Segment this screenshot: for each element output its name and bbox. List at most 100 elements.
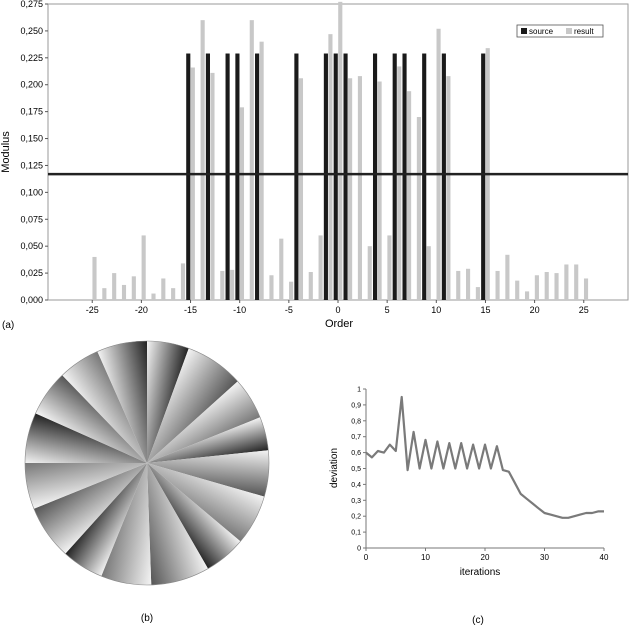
- x-tick-label: 0: [335, 305, 340, 315]
- y-tick-label: 1: [357, 387, 361, 394]
- result-bar: [475, 287, 480, 300]
- y-tick-label: 0,150: [20, 134, 43, 144]
- pie-segment: [147, 463, 208, 585]
- panel-b: (b): [24, 340, 270, 624]
- panel-c-y-axis-label: deviation: [329, 448, 340, 488]
- source-bar: [225, 53, 230, 300]
- y-tick-label: 0,9: [351, 402, 361, 409]
- result-bar: [377, 81, 382, 300]
- result-bar: [544, 272, 549, 300]
- panel-c: 00,10,20,30,40,50,60,70,80,910 10 20 30 40 d…: [329, 387, 609, 627]
- pie-segment: [25, 413, 147, 463]
- result-bar: [338, 1, 343, 301]
- legend-label-source: source: [529, 27, 554, 36]
- source-bar: [205, 53, 210, 300]
- pie-segment: [65, 463, 147, 577]
- pie-segment: [147, 463, 241, 569]
- result-bar: [308, 272, 313, 300]
- panel-c-axes: 00,10,20,30,40,50,60,70,80,910 10 20 30 40: [351, 387, 609, 563]
- source-bar: [343, 53, 348, 300]
- x-tick-label: -5: [285, 305, 293, 315]
- deviation-line: [365, 395, 604, 519]
- y-tick-label: 0,8: [351, 418, 361, 425]
- legend-swatch-result: [566, 28, 572, 34]
- legend-box: [516, 24, 604, 38]
- pie-segment: [147, 381, 261, 463]
- panel-c-label: (c): [472, 615, 484, 626]
- source-bar: [333, 53, 338, 300]
- pie-segment: [33, 463, 147, 554]
- x-tick-label: 0: [364, 553, 369, 562]
- result-bar: [171, 288, 176, 300]
- pie-segment: [25, 463, 147, 509]
- phase-pie: [24, 340, 270, 586]
- result-bar: [249, 20, 254, 301]
- y-tick-label: 0,025: [20, 268, 43, 278]
- y-tick-label: 0: [357, 546, 361, 553]
- x-tick-label: -10: [233, 305, 246, 315]
- panel-b-label: (b): [141, 613, 153, 624]
- result-bar: [564, 264, 569, 300]
- y-tick-label: 0,1: [351, 530, 361, 537]
- result-bar: [112, 273, 117, 300]
- x-tick-label: 20: [530, 305, 540, 315]
- y-tick-label: 0,5: [351, 466, 361, 473]
- y-tick-label: 0,275: [20, 0, 43, 9]
- legend: source result: [516, 24, 604, 38]
- y-tick-label: 0,4: [351, 482, 361, 489]
- source-bar: [402, 53, 407, 300]
- x-tick-label: 15: [480, 305, 490, 315]
- result-bar: [220, 270, 225, 300]
- pie-segment: [147, 463, 265, 542]
- x-tick-label: 40: [600, 553, 609, 562]
- panel-a-y-ticks: 0,000 0,025 0,050 0,075 0,100 0,125 0,150 0,175…: [20, 0, 48, 305]
- result-bar: [121, 284, 127, 300]
- x-tick-label: 25: [579, 305, 589, 315]
- result-bar: [131, 276, 136, 300]
- pie-segment: [147, 341, 189, 463]
- result-bar: [180, 263, 186, 300]
- y-tick-label: 0,100: [20, 187, 43, 197]
- result-bar: [259, 41, 264, 300]
- result-bar: [92, 256, 97, 300]
- pie-segment: [101, 463, 152, 585]
- legend-label-result: result: [574, 27, 594, 36]
- result-bar: [348, 78, 353, 300]
- panel-c-x-axis-label: iterations: [460, 567, 501, 578]
- y-tick-label: 0,6: [351, 450, 361, 457]
- legend-swatch-source: [521, 28, 527, 34]
- source-bar: [481, 53, 486, 300]
- result-bar: [269, 275, 274, 300]
- y-tick-label: 0,175: [20, 107, 43, 117]
- result-bar: [524, 291, 530, 300]
- pie-segment: [35, 375, 147, 463]
- result-bar: [397, 66, 402, 300]
- result-bar: [190, 67, 195, 300]
- result-bar: [328, 34, 333, 300]
- x-tick-label: 5: [385, 305, 390, 315]
- pie-outline: [24, 340, 270, 586]
- panel-a: 0,000 0,025 0,050 0,075 0,100 0,125 0,150 0,175…: [0, 0, 629, 331]
- y-tick-label: 0,2: [351, 514, 361, 521]
- result-bar: [505, 254, 510, 300]
- pie-segment: [147, 348, 238, 463]
- y-tick-label: 0,075: [20, 214, 43, 224]
- result-bar: [416, 117, 421, 300]
- source-bar: [392, 53, 397, 300]
- x-tick-label: -15: [184, 305, 197, 315]
- pie-segment: [62, 351, 147, 463]
- result-bar: [210, 72, 215, 301]
- source-bar: [294, 53, 299, 300]
- result-bar: [534, 275, 539, 300]
- result-bar: [318, 235, 323, 300]
- x-tick-label: 10: [421, 553, 430, 562]
- result-bar: [583, 278, 589, 300]
- pie-segment: [97, 341, 147, 463]
- source-bar: [422, 53, 427, 300]
- result-bar: [515, 280, 520, 300]
- y-tick-label: 0,125: [20, 160, 43, 170]
- result-bar: [436, 28, 441, 301]
- y-tick-label: 0,000: [20, 295, 43, 305]
- result-bar: [554, 273, 559, 300]
